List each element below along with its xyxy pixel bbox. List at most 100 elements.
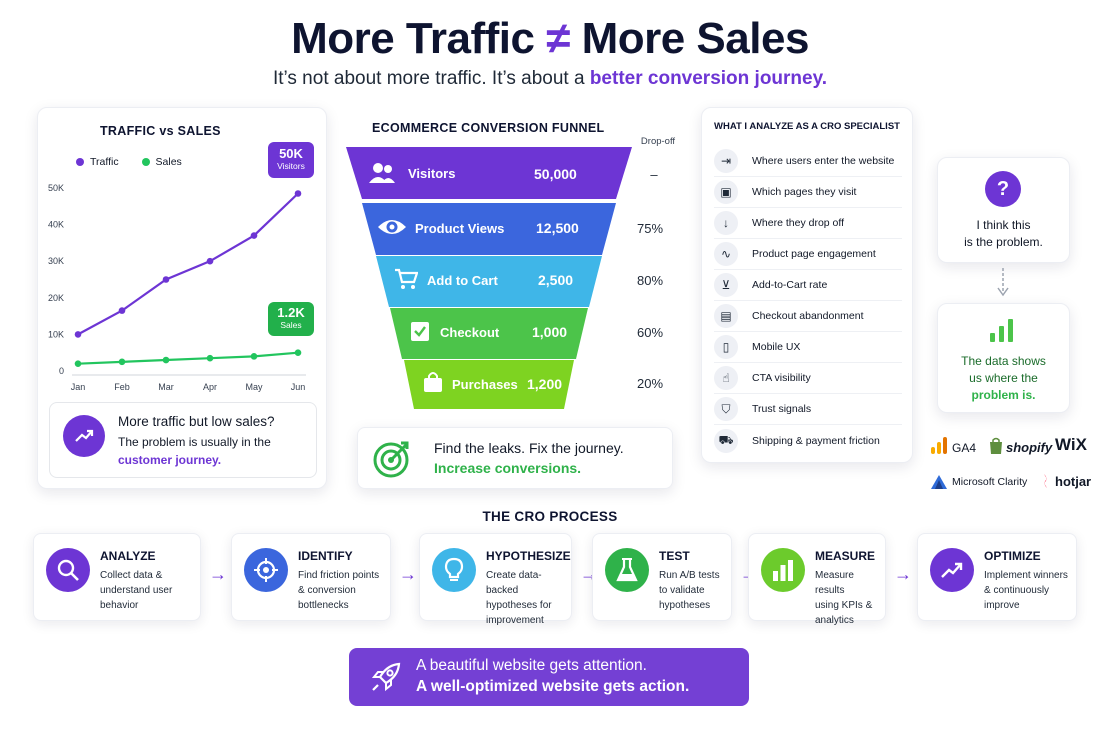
- analyze-item-label: Trust signals: [752, 403, 812, 415]
- dropoff-visitors: –: [650, 167, 658, 182]
- analyze-item: ⛉ Trust signals: [714, 394, 902, 425]
- data-emphasis: problem is.: [971, 388, 1036, 402]
- dropoff-product-views: 75%: [636, 221, 664, 236]
- x-tick-label: May: [245, 382, 263, 392]
- funnel-value-checkout: 1,000: [532, 324, 568, 340]
- process-step-desc-line: analytics: [815, 615, 854, 626]
- legend-traffic-dot: [76, 158, 84, 167]
- process-step-desc-line: bottlenecks: [298, 600, 349, 611]
- y-tick-label: 30K: [48, 256, 64, 266]
- engagement-icon: ∿: [714, 242, 738, 266]
- data-point-traffic: [250, 232, 258, 239]
- data-point-traffic: [206, 257, 214, 265]
- x-tick-label: Apr: [203, 382, 217, 392]
- analyze-item: ⛟ Shipping & payment friction: [714, 425, 902, 456]
- title-left: More Traffic: [291, 14, 535, 63]
- analyze-icon: [46, 548, 90, 592]
- hotjar-logo: hotjar: [1041, 473, 1091, 489]
- process-step-title: OPTIMIZE: [984, 549, 1041, 563]
- analyze-item-label: Which pages they visit: [752, 186, 857, 198]
- trust-icon: ⛉: [714, 397, 738, 421]
- x-tick-label: Jun: [291, 382, 306, 392]
- analyze-item-label: Shipping & payment friction: [752, 434, 880, 447]
- process-step-desc-line: Create data-backed: [486, 570, 542, 596]
- process-step-desc: Collect data & understand user behavior: [100, 568, 172, 613]
- legend-traffic: Traffic: [90, 156, 119, 168]
- analyze-card: WHAT I ANALYZE AS A CRO SPECIALIST ⇥ Wher…: [701, 107, 913, 463]
- dropoff-header: Drop-off: [640, 136, 676, 147]
- problem-line-2: is the problem.: [964, 235, 1043, 249]
- funnel-title: ECOMMERCE CONVERSION FUNNEL: [372, 121, 605, 135]
- down-arrow-icon: [995, 266, 1011, 298]
- process-step-desc: Create data-backed hypotheses for improvem…: [486, 568, 571, 628]
- y-tick-label: 10K: [48, 329, 64, 339]
- chart-legend: Traffic Sales: [76, 156, 182, 168]
- data-point-sales: [294, 349, 302, 356]
- subtitle-plain: It’s not about more traffic. It’s about …: [272, 68, 585, 89]
- dropoff-add-to-cart: 80%: [636, 273, 664, 288]
- funnel-label-visitors: Visitors: [408, 166, 456, 181]
- process-step-analyze: ANALYZE Collect data & understand user beha…: [33, 533, 201, 621]
- y-tick-label: 0: [59, 366, 64, 376]
- process-step-desc-line: improve: [984, 600, 1020, 611]
- shopify-logo: shopify: [988, 437, 1052, 455]
- analyze-item: ▣ Which pages they visit: [714, 177, 902, 208]
- rocket-icon: [369, 660, 403, 699]
- clarity-icon: [931, 475, 947, 489]
- analyze-item-label: Add-to-Cart rate: [752, 279, 828, 291]
- data-point-traffic: [162, 276, 170, 283]
- data-line-1: The data shows: [961, 354, 1046, 368]
- data-point-traffic: [294, 190, 302, 197]
- note-emphasis: customer journey.: [118, 453, 222, 467]
- y-tick-label: 20K: [48, 293, 64, 303]
- hotjar-icon: [1044, 474, 1047, 488]
- process-step-title: ANALYZE: [100, 549, 156, 563]
- sales-callout-label: Sales: [280, 320, 302, 330]
- process-step-title: HYPOTHESIZE: [486, 549, 571, 563]
- process-step-title: TEST: [659, 549, 690, 563]
- analyze-item-label: CTA visibility: [752, 372, 811, 384]
- process-step-desc: Implement winners & continuously improve: [984, 568, 1068, 613]
- cart-icon: [394, 268, 419, 295]
- visitors-callout-label: Visitors: [277, 161, 305, 171]
- enter-icon: ⇥: [714, 149, 738, 173]
- cart-icon: ⊻: [714, 273, 738, 297]
- data-point-sales: [118, 358, 126, 366]
- process-step-desc-line: & conversion: [298, 585, 356, 596]
- process-step-identify: IDENTIFY Find friction points & conversion…: [231, 533, 391, 621]
- process-step-desc: Run A/B tests to validate hypotheses: [659, 568, 720, 613]
- ga4-logo: GA4: [930, 437, 976, 455]
- data-box: The data shows us where the problem is.: [937, 303, 1070, 413]
- legend-sales-dot: [141, 158, 150, 167]
- visitors-callout-value: 50K: [279, 146, 303, 161]
- question-icon: ?: [985, 171, 1021, 207]
- data-point-sales: [206, 354, 214, 362]
- process-step-desc-line: to validate: [659, 585, 705, 596]
- analyze-item: ∿ Product page engagement: [714, 239, 902, 270]
- process-step-optimize: OPTIMIZE Implement winners & continuously i…: [917, 533, 1077, 621]
- process-step-title: IDENTIFY: [298, 549, 353, 563]
- checkout-icon: ▤: [714, 304, 738, 328]
- problem-box: ? I think this is the problem.: [937, 157, 1070, 263]
- process-step-desc: Find friction points & conversion bottlene…: [298, 568, 379, 613]
- sales-callout: 1.2K Sales: [268, 302, 314, 336]
- process-title: THE CRO PROCESS: [482, 509, 618, 524]
- measure-icon: [761, 548, 805, 592]
- trend-up-icon: [63, 415, 105, 457]
- bag-icon: [423, 371, 443, 398]
- page-title: More Traffic ≠ More Sales: [0, 14, 1100, 64]
- process-arrow-icon: →: [399, 564, 417, 584]
- eye-icon: [377, 215, 407, 244]
- y-tick-label: 50K: [48, 183, 64, 193]
- analyze-item: ⇥ Where users enter the website: [714, 146, 902, 177]
- pages-icon: ▣: [714, 180, 738, 204]
- page-subtitle: It’s not about more traffic. It’s about …: [0, 68, 1100, 90]
- not-equal-sign: ≠: [546, 14, 570, 63]
- process-step-test: TEST Run A/B tests to validate hypotheses: [592, 533, 732, 621]
- process-step-desc-line: improvement: [486, 615, 544, 626]
- process-step-desc-line: hypotheses for: [486, 600, 552, 611]
- target-icon: [372, 439, 412, 484]
- drop-icon: ↓: [714, 211, 738, 235]
- funnel-label-add-to-cart: Add to Cart: [427, 273, 498, 288]
- shipping-icon: ⛟: [714, 428, 738, 453]
